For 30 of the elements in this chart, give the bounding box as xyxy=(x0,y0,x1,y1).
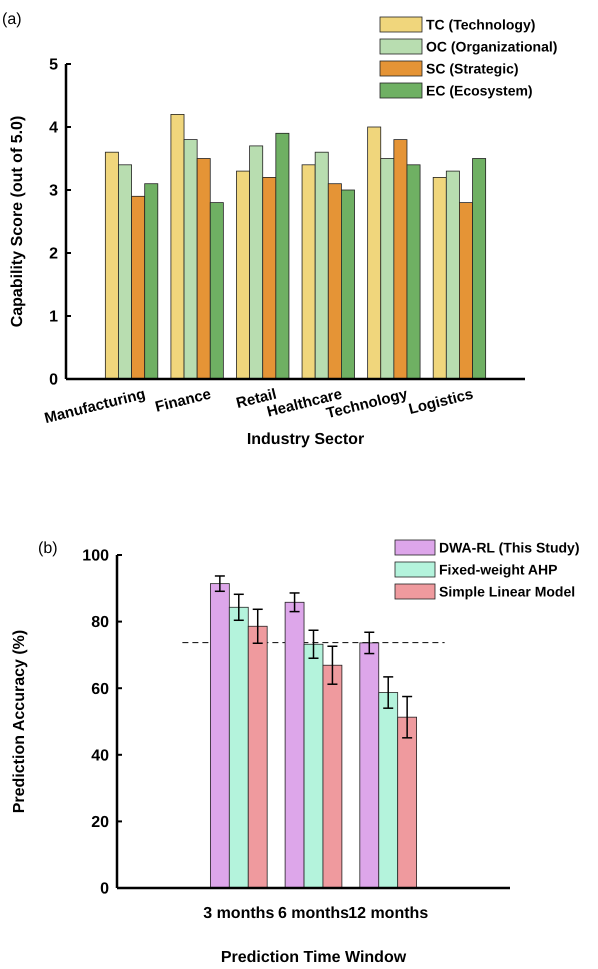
x-tick-label: Finance xyxy=(154,386,213,416)
y-tick-label: 80 xyxy=(91,614,110,632)
x-axis-title: Industry Sector xyxy=(246,431,364,448)
legend-label: DWA-RL (This Study) xyxy=(439,539,580,556)
y-tick-label: 2 xyxy=(49,246,58,263)
y-tick-label: 4 xyxy=(49,120,58,137)
legend-label: Simple Linear Model xyxy=(439,583,576,600)
y-axis-title: Prediction Accuracy (%) xyxy=(11,630,28,814)
y-tick-label: 3 xyxy=(49,182,58,200)
x-axis-title: Prediction Time Window xyxy=(220,949,407,966)
legend-label: EC (Ecosystem) xyxy=(426,82,533,98)
x-tick-label: 12 months xyxy=(348,905,428,922)
y-axis-title: Capability Score (out of 5.0) xyxy=(9,116,26,328)
y-tick-label: 0 xyxy=(49,372,58,389)
chart-title: (a) xyxy=(2,11,22,28)
y-tick-label: 0 xyxy=(100,880,110,898)
x-tick-label: Logistics xyxy=(406,386,475,418)
y-tick-label: 1 xyxy=(49,308,58,326)
y-tick-label: 100 xyxy=(82,548,110,565)
legend-label: Fixed-weight AHP xyxy=(439,561,558,578)
legend-label: TC (Technology) xyxy=(426,16,536,32)
legend-label: OC (Organizational) xyxy=(426,38,558,54)
x-tick-label: 3 months xyxy=(203,905,274,922)
y-tick-label: 40 xyxy=(91,747,110,764)
legend-label: SC (Strategic) xyxy=(426,60,519,76)
text: (b) xyxy=(38,540,58,557)
y-tick-label: 60 xyxy=(91,680,110,698)
y-tick-label: 5 xyxy=(49,56,58,74)
y-tick-label: 20 xyxy=(91,814,110,831)
x-tick-label: 6 months xyxy=(278,905,350,922)
